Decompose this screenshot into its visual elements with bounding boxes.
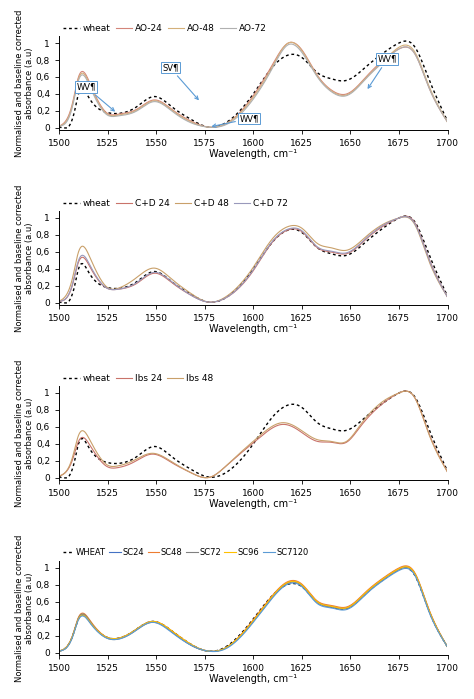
Y-axis label: Normalised and baseline corrected
absorbance (a.u): Normalised and baseline corrected absorb… [15,359,35,507]
Legend: WHEAT, SC24, SC48, SC72, SC96, SC7120: WHEAT, SC24, SC48, SC72, SC96, SC7120 [59,545,312,561]
Legend: wheat, C+D 24, C+D 48, C+D 72: wheat, C+D 24, C+D 48, C+D 72 [60,195,292,211]
Text: WV¶: WV¶ [368,55,397,88]
Y-axis label: Normalised and baseline corrected
absorbance (a.u): Normalised and baseline corrected absorb… [15,9,35,157]
Legend: wheat, AO-24, AO-48, AO-72: wheat, AO-24, AO-48, AO-72 [60,20,270,36]
Text: WV¶: WV¶ [76,82,114,111]
Legend: wheat, lbs 24, lbs 48: wheat, lbs 24, lbs 48 [60,370,217,387]
X-axis label: Wavelength, cm⁻¹: Wavelength, cm⁻¹ [209,674,297,684]
X-axis label: Wavelength, cm⁻¹: Wavelength, cm⁻¹ [209,324,297,334]
Y-axis label: Normalised and baseline corrected
absorbance (a.u): Normalised and baseline corrected absorb… [15,185,35,331]
X-axis label: Wavelength, cm⁻¹: Wavelength, cm⁻¹ [209,499,297,509]
Text: SV¶: SV¶ [162,63,198,99]
Text: WV¶: WV¶ [212,114,259,127]
Y-axis label: Normalised and baseline corrected
absorbance (a.u): Normalised and baseline corrected absorb… [15,534,35,682]
X-axis label: Wavelength, cm⁻¹: Wavelength, cm⁻¹ [209,149,297,159]
